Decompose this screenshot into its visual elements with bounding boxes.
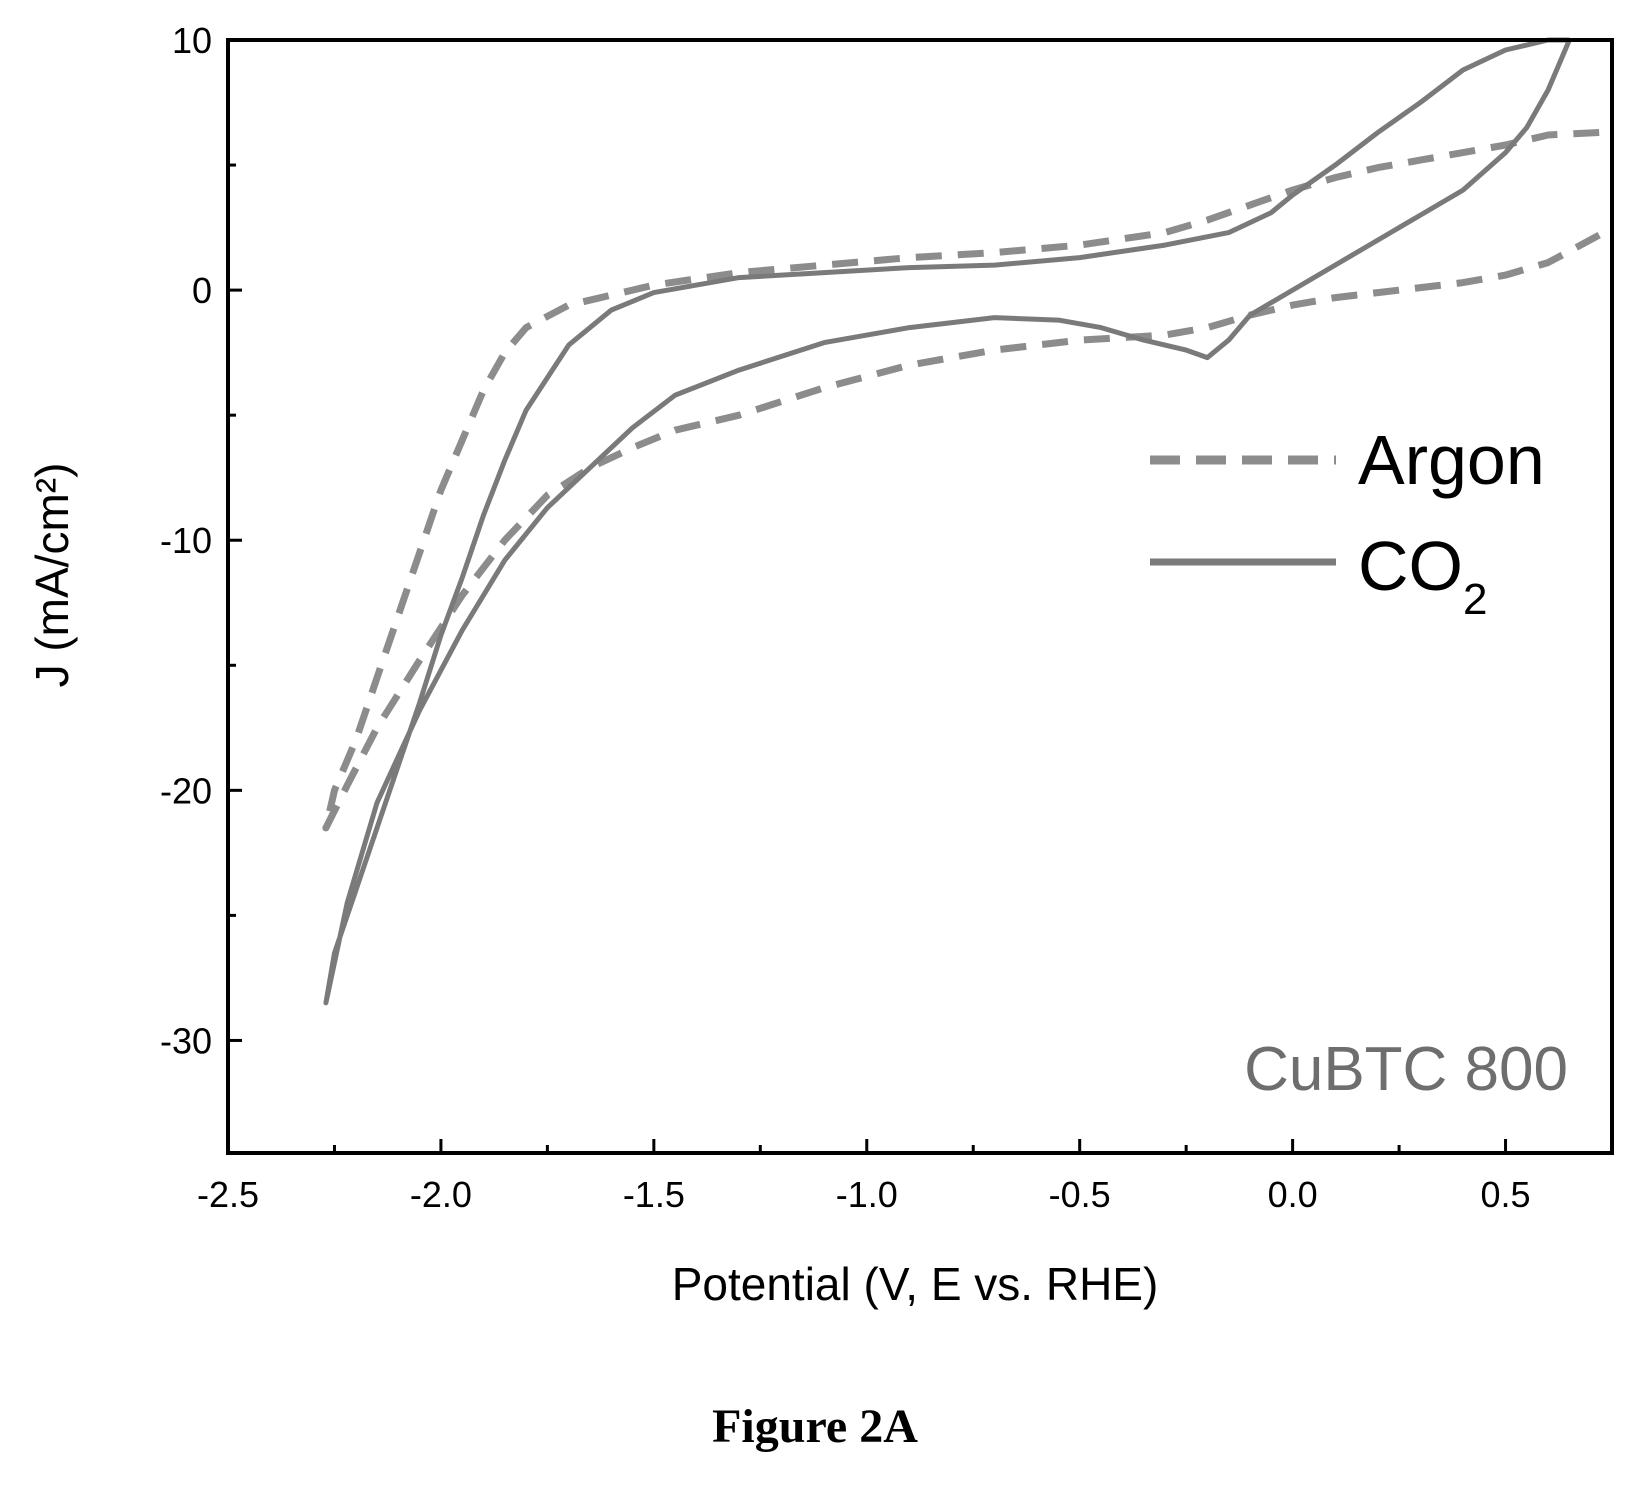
- y-tick-label: -20: [160, 770, 212, 811]
- x-tick-label: -0.5: [1049, 1174, 1111, 1215]
- legend-co2-main: CO: [1358, 527, 1463, 605]
- annotation-cubtc-800: CuBTC 800: [1244, 1035, 1568, 1104]
- x-tick-label: 0.5: [1481, 1174, 1531, 1215]
- x-tick-label: -1.0: [836, 1174, 898, 1215]
- legend-argon-label: Argon: [1358, 421, 1545, 499]
- legend-co2-label: CO2: [1358, 527, 1487, 624]
- y-tick-label: 0: [192, 270, 212, 311]
- y-tick-label: -30: [160, 1020, 212, 1061]
- plot-lines: [322, 37, 1601, 1006]
- y-axis-title: J (mA/cm²): [26, 463, 78, 688]
- x-tick-label: -2.5: [197, 1174, 259, 1215]
- legend-co2-subscript: 2: [1463, 575, 1487, 624]
- x-tick-label: -1.5: [623, 1174, 685, 1215]
- y-tick-label: -10: [160, 520, 212, 561]
- x-tick-label: 0.0: [1268, 1174, 1318, 1215]
- series-line-co2: [323, 37, 1572, 1006]
- axis-ticks: [226, 38, 1508, 1153]
- tick-labels: -2.5 -2.0 -1.5 -1.0 -0.5 0.0 0.5 10 0 -10 -20 -30: [160, 20, 1531, 1215]
- y-tick-label: 10: [172, 20, 212, 61]
- x-axis-title: Potential (V, E vs. RHE): [672, 1258, 1159, 1310]
- legend: Argon CO2: [1150, 421, 1545, 624]
- x-tick-label: -2.0: [410, 1174, 472, 1215]
- series-line-argon: [322, 129, 1601, 832]
- figure-caption: Figure 2A: [712, 1400, 918, 1453]
- plot-frame: [226, 38, 1614, 1155]
